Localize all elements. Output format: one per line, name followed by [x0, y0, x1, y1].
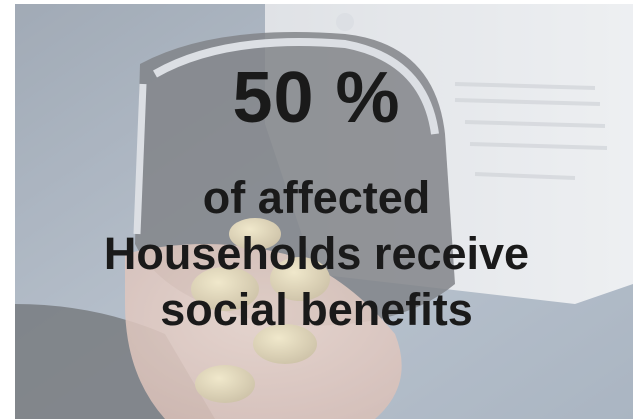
subtext-line-2: Households receive [103, 228, 530, 279]
subtext-line-1: of affected [202, 172, 431, 223]
subtext-line-3: social benefits [160, 284, 473, 335]
subtext: of affected Households receive social be… [0, 170, 633, 338]
coin-purse-photo [15, 4, 633, 419]
headline-percentage: 50 % [232, 58, 401, 138]
coin-purse-illustration [15, 4, 633, 419]
